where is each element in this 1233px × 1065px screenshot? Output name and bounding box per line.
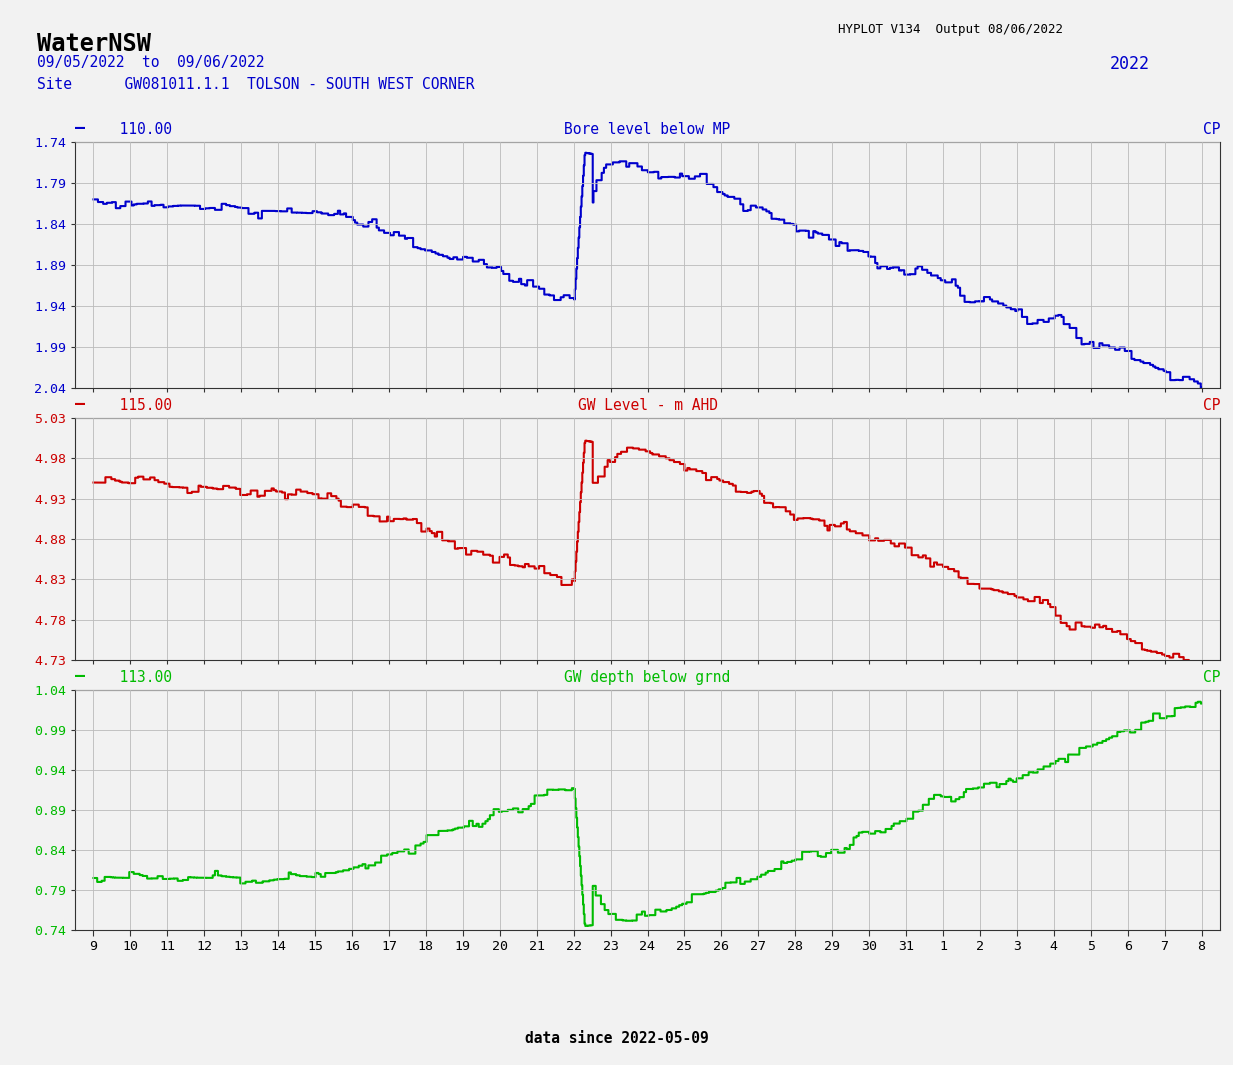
Text: —: — <box>75 118 85 136</box>
Text: 110.00: 110.00 <box>102 121 173 136</box>
Text: 115.00: 115.00 <box>102 397 173 412</box>
Text: Bore level below MP: Bore level below MP <box>565 121 731 136</box>
Text: 2022: 2022 <box>1110 55 1149 73</box>
Text: 113.00: 113.00 <box>102 670 173 685</box>
Text: CP: CP <box>1202 397 1219 412</box>
Text: —: — <box>75 395 85 412</box>
Text: 09/05/2022  to  09/06/2022: 09/05/2022 to 09/06/2022 <box>37 55 265 70</box>
Text: HYPLOT V134  Output 08/06/2022: HYPLOT V134 Output 08/06/2022 <box>838 23 1063 36</box>
Text: CP: CP <box>1202 121 1219 136</box>
Text: WaterNSW: WaterNSW <box>37 32 150 56</box>
Text: —: — <box>75 667 85 685</box>
Text: GW depth below grnd: GW depth below grnd <box>565 670 731 685</box>
Text: GW Level - m AHD: GW Level - m AHD <box>577 397 718 412</box>
Text: data since 2022-05-09: data since 2022-05-09 <box>524 1031 709 1046</box>
Text: CP: CP <box>1202 670 1219 685</box>
Text: Site      GW081011.1.1  TOLSON - SOUTH WEST CORNER: Site GW081011.1.1 TOLSON - SOUTH WEST CO… <box>37 77 475 92</box>
